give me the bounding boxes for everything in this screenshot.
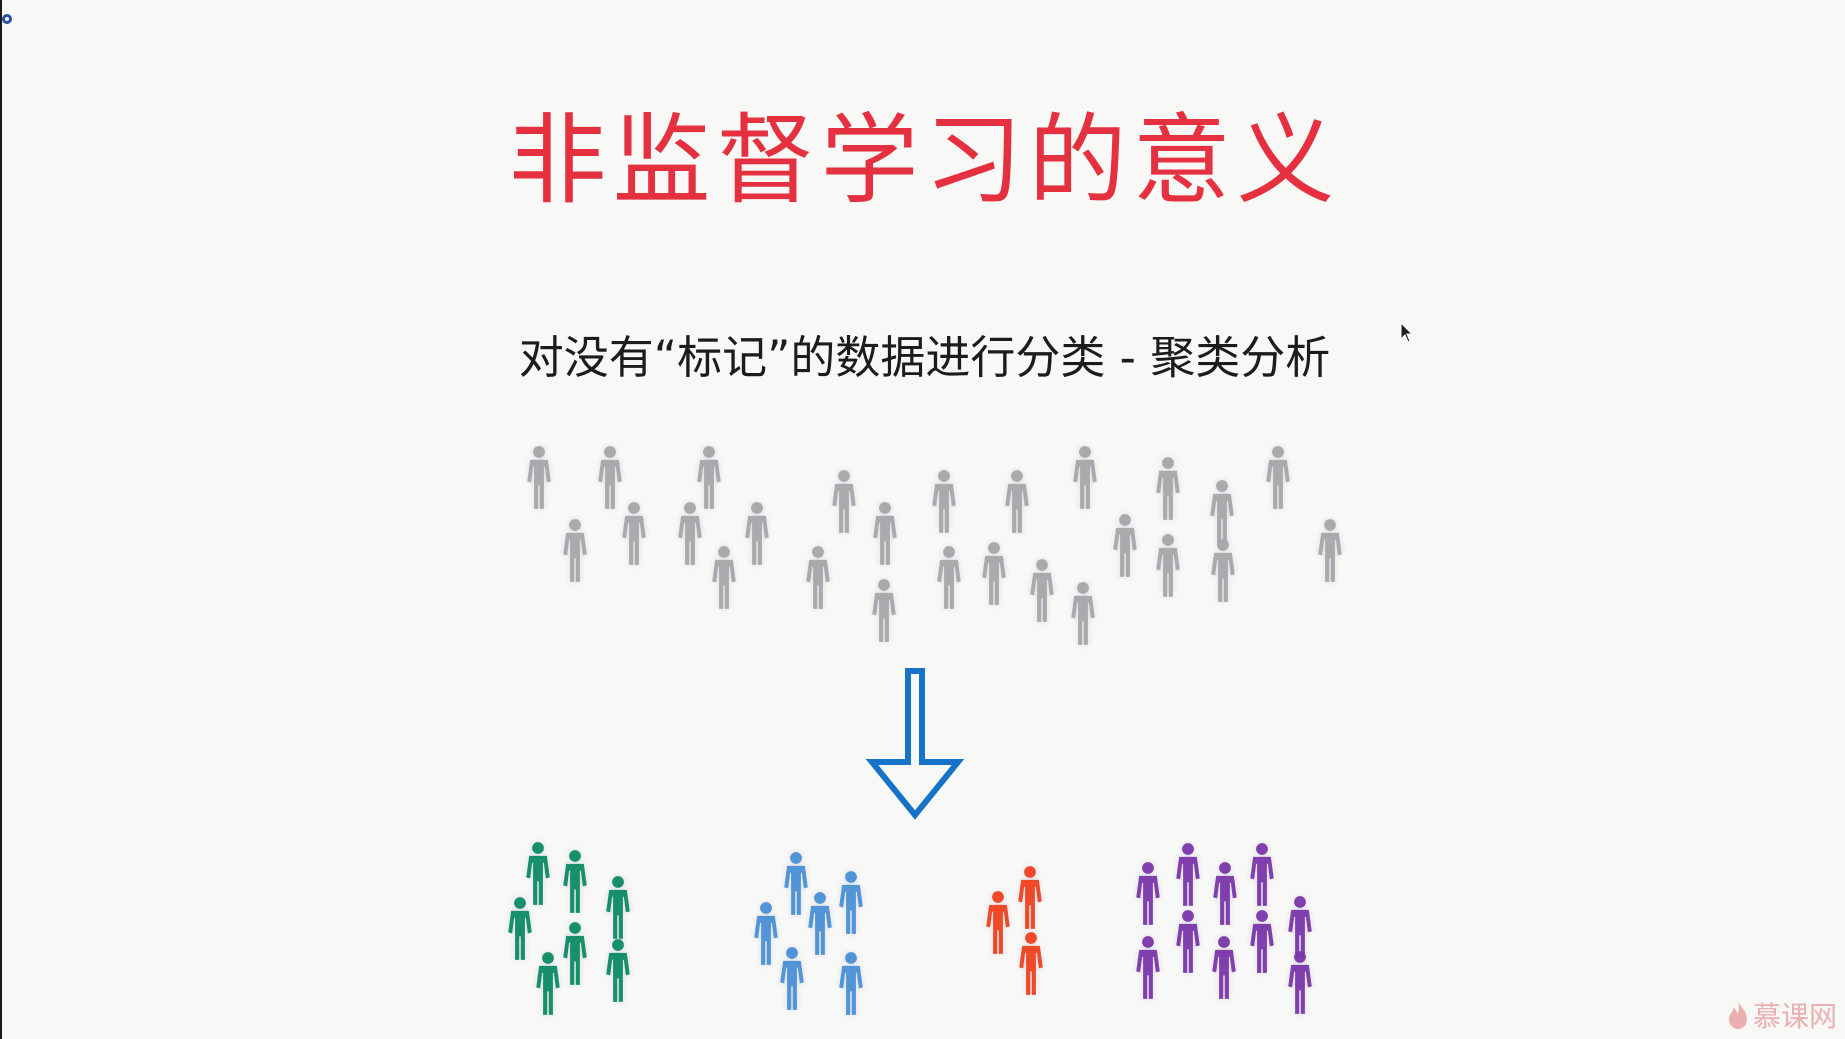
mouse-cursor-icon <box>1400 321 1414 348</box>
person-icon <box>527 446 551 509</box>
person-icon <box>1071 582 1095 645</box>
person-icon <box>784 852 808 915</box>
person-icon <box>1318 519 1342 582</box>
person-icon <box>1176 910 1200 973</box>
down-arrow-icon <box>865 668 965 820</box>
person-icon <box>745 502 769 565</box>
person-icon <box>1073 446 1097 509</box>
person-icon <box>872 579 896 642</box>
person-icon <box>508 897 532 960</box>
person-icon <box>1156 457 1180 520</box>
corner-gear-icon <box>2 10 16 32</box>
person-icon <box>1156 534 1180 597</box>
person-icon <box>1250 910 1274 973</box>
person-icon <box>606 876 630 939</box>
person-icon <box>832 470 856 533</box>
person-icon <box>932 470 956 533</box>
person-icon <box>1176 843 1200 906</box>
slide-title: 非监督学习的意义 <box>508 104 1341 218</box>
person-icon <box>754 902 778 965</box>
person-icon <box>839 871 863 934</box>
slide-subtitle: 对没有“标记”的数据进行分类 - 聚类分析 <box>518 331 1331 384</box>
person-icon <box>678 502 702 565</box>
person-icon <box>563 519 587 582</box>
person-icon <box>712 546 736 609</box>
person-icon <box>1213 862 1237 925</box>
unlabeled-people-group <box>527 446 1342 645</box>
person-icon <box>937 546 961 609</box>
person-icon <box>873 502 897 565</box>
person-icon <box>622 502 646 565</box>
person-icon <box>606 939 630 1002</box>
person-icon <box>563 850 587 913</box>
person-icon <box>1019 932 1043 995</box>
person-icon <box>1266 446 1290 509</box>
person-icon <box>526 842 550 905</box>
cluster-red-group <box>986 866 1043 995</box>
flame-icon <box>1728 1001 1747 1029</box>
person-icon <box>806 546 830 609</box>
person-icon <box>839 952 863 1015</box>
watermark: 慕课网 <box>1727 995 1837 1035</box>
person-icon <box>1030 559 1054 622</box>
person-icon <box>697 446 721 509</box>
person-icon <box>982 542 1006 605</box>
person-icon <box>808 892 832 955</box>
person-icon <box>536 952 560 1015</box>
person-icon <box>598 446 622 509</box>
person-icon <box>1288 896 1312 959</box>
watermark-text: 慕课网 <box>1752 1000 1837 1033</box>
person-icon <box>1210 480 1234 543</box>
cluster-green-group <box>508 842 630 1015</box>
person-icon <box>1250 843 1274 906</box>
person-icon <box>1113 514 1137 577</box>
person-icon <box>563 922 587 985</box>
person-icon <box>1288 951 1312 1014</box>
person-icon <box>1136 936 1160 999</box>
person-icon <box>986 891 1010 954</box>
person-icon <box>1136 862 1160 925</box>
cluster-purple-group <box>1136 843 1312 1014</box>
cluster-blue-group <box>754 852 863 1015</box>
person-icon <box>1018 866 1042 929</box>
person-icon <box>780 947 804 1010</box>
person-icon <box>1212 936 1236 999</box>
person-icon <box>1005 470 1029 533</box>
person-icon <box>1211 539 1235 602</box>
